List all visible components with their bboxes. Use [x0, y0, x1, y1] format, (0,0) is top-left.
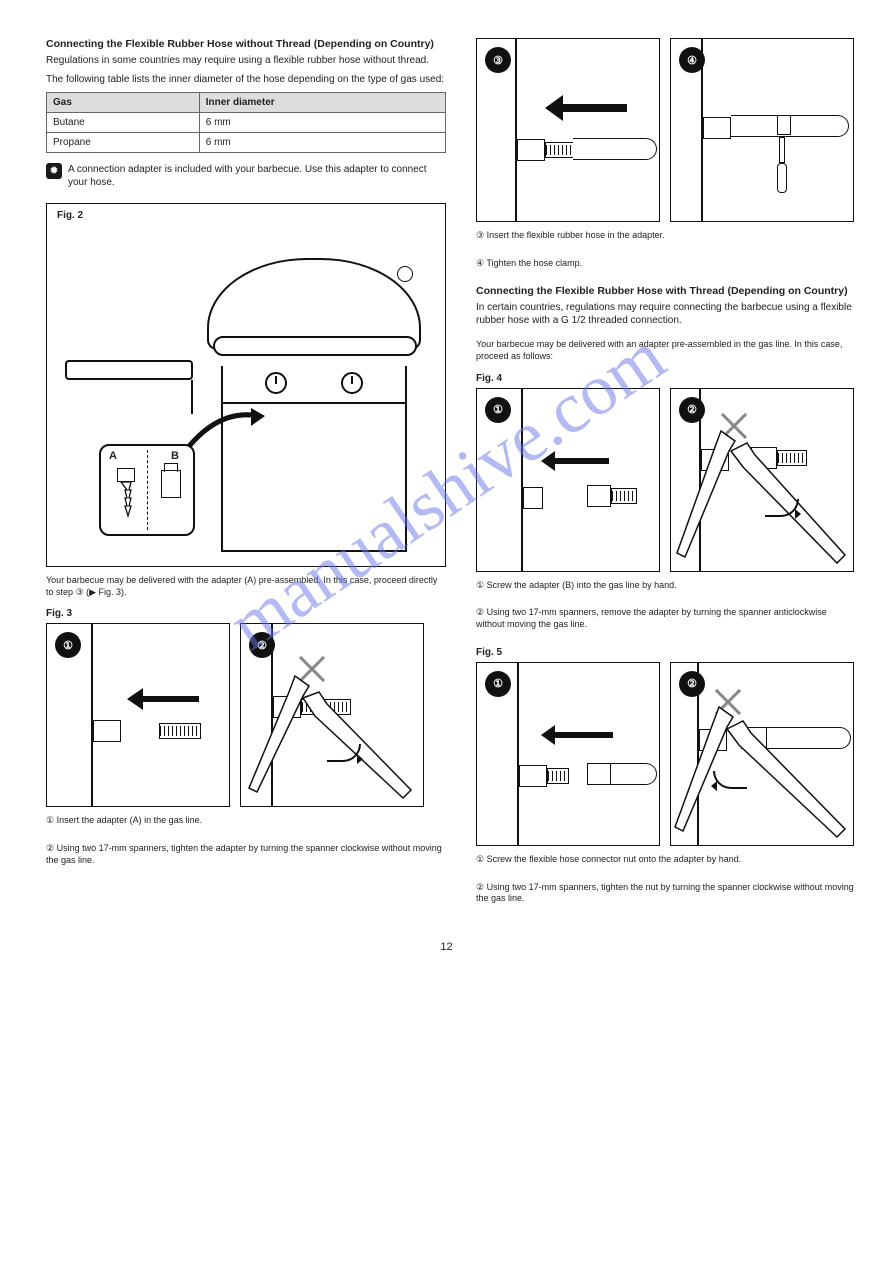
label-b: B: [171, 450, 179, 462]
fig3-panel-3: ③: [476, 38, 660, 222]
th-diameter: Inner diameter: [199, 93, 445, 113]
tip-text: A connection adapter is included with yo…: [68, 163, 446, 189]
grill-handle-icon: [213, 336, 417, 356]
fig3-text1: ① Insert the adapter (A) in the gas line…: [46, 815, 446, 827]
knob-icon: [341, 372, 363, 394]
fig4-panel-1: ①: [476, 388, 660, 572]
heading-hose-no-thread: Connecting the Flexible Rubber Hose with…: [46, 38, 446, 50]
hose-diameter-table: Gas Inner diameter Butane 6 mm Propane 6…: [46, 92, 446, 153]
arrow-left-icon: [125, 686, 199, 712]
hose-clamp-icon: [777, 115, 791, 135]
para-intro-2: The following table lists the inner diam…: [46, 73, 446, 86]
fig3-text4: ④ Tighten the hose clamp.: [476, 258, 854, 270]
figure-label: Fig. 4: [476, 373, 854, 384]
label-a: A: [109, 450, 117, 462]
table-row: Butane 6 mm: [47, 113, 446, 133]
fig3-text3: ③ Insert the flexible rubber hose in the…: [476, 230, 854, 242]
figure-5: ① ②: [476, 662, 854, 846]
arrow-left-icon: [539, 723, 613, 747]
arrow-left-icon: [543, 93, 627, 123]
heading-hose-with-thread: Connecting the Flexible Rubber Hose with…: [476, 285, 854, 297]
fig3-text2: ② Using two 17-mm spanners, tighten the …: [46, 843, 446, 866]
cell-gas: Butane: [47, 113, 200, 133]
adapter-b-icon: [161, 470, 181, 498]
step-badge: ①: [485, 397, 511, 423]
figure-3-row2: ③ ④: [476, 38, 854, 222]
para-thread-intro: In certain countries, regulations may re…: [476, 301, 854, 327]
fig5-panel-2: ②: [670, 662, 854, 846]
side-shelf-icon: [65, 360, 193, 380]
figure-2: Fig. 2 A B: [46, 203, 446, 567]
fig4-text1: ① Screw the adapter (B) into the gas lin…: [476, 580, 854, 592]
page-number: 12: [46, 941, 847, 953]
figure-label: Fig. 5: [476, 647, 854, 658]
step-badge: ②: [679, 397, 705, 423]
step-badge: ①: [55, 632, 81, 658]
fig4-panel-2: ②: [670, 388, 854, 572]
fig3-panel-2: ②: [240, 623, 424, 807]
figure-label: Fig. 3: [46, 608, 446, 619]
screwdriver-icon: [779, 137, 785, 193]
fig3-panel-4: ④: [670, 38, 854, 222]
figure-label: Fig. 2: [57, 210, 83, 221]
cell-dia: 6 mm: [199, 113, 445, 133]
hose-nut-icon: [587, 763, 611, 785]
table-row: Propane 6 mm: [47, 133, 446, 153]
fig2-caption: Your barbecue may be delivered with the …: [46, 575, 446, 598]
fig3-panel-1: ①: [46, 623, 230, 807]
adapter-a-icon: [117, 468, 135, 528]
figure-4: ① ②: [476, 388, 854, 572]
para-intro-1: Regulations in some countries may requir…: [46, 54, 446, 67]
figure-3-row1: ① ②: [46, 623, 446, 807]
cell-gas: Propane: [47, 133, 200, 153]
hose-icon: [573, 138, 657, 160]
knob-icon: [265, 372, 287, 394]
fig5-text1: ① Screw the flexible hose connector nut …: [476, 854, 854, 866]
adapter-b-icon: [587, 485, 611, 507]
step-badge: ①: [485, 671, 511, 697]
inset-adapters: A B: [99, 444, 195, 536]
step-badge: ②: [679, 671, 705, 697]
fig5-text2: ② Using two 17-mm spanners, tighten the …: [476, 882, 854, 905]
lightbulb-icon: ✹: [46, 163, 62, 179]
arrow-left-icon: [539, 449, 609, 473]
fig4-intro: Your barbecue may be delivered with an a…: [476, 339, 854, 362]
fig4-text2: ② Using two 17-mm spanners, remove the a…: [476, 607, 854, 630]
step-badge: ③: [485, 47, 511, 73]
th-gas: Gas: [47, 93, 200, 113]
barbed-adapter-icon: [159, 723, 201, 739]
cell-dia: 6 mm: [199, 133, 445, 153]
fig5-panel-1: ①: [476, 662, 660, 846]
